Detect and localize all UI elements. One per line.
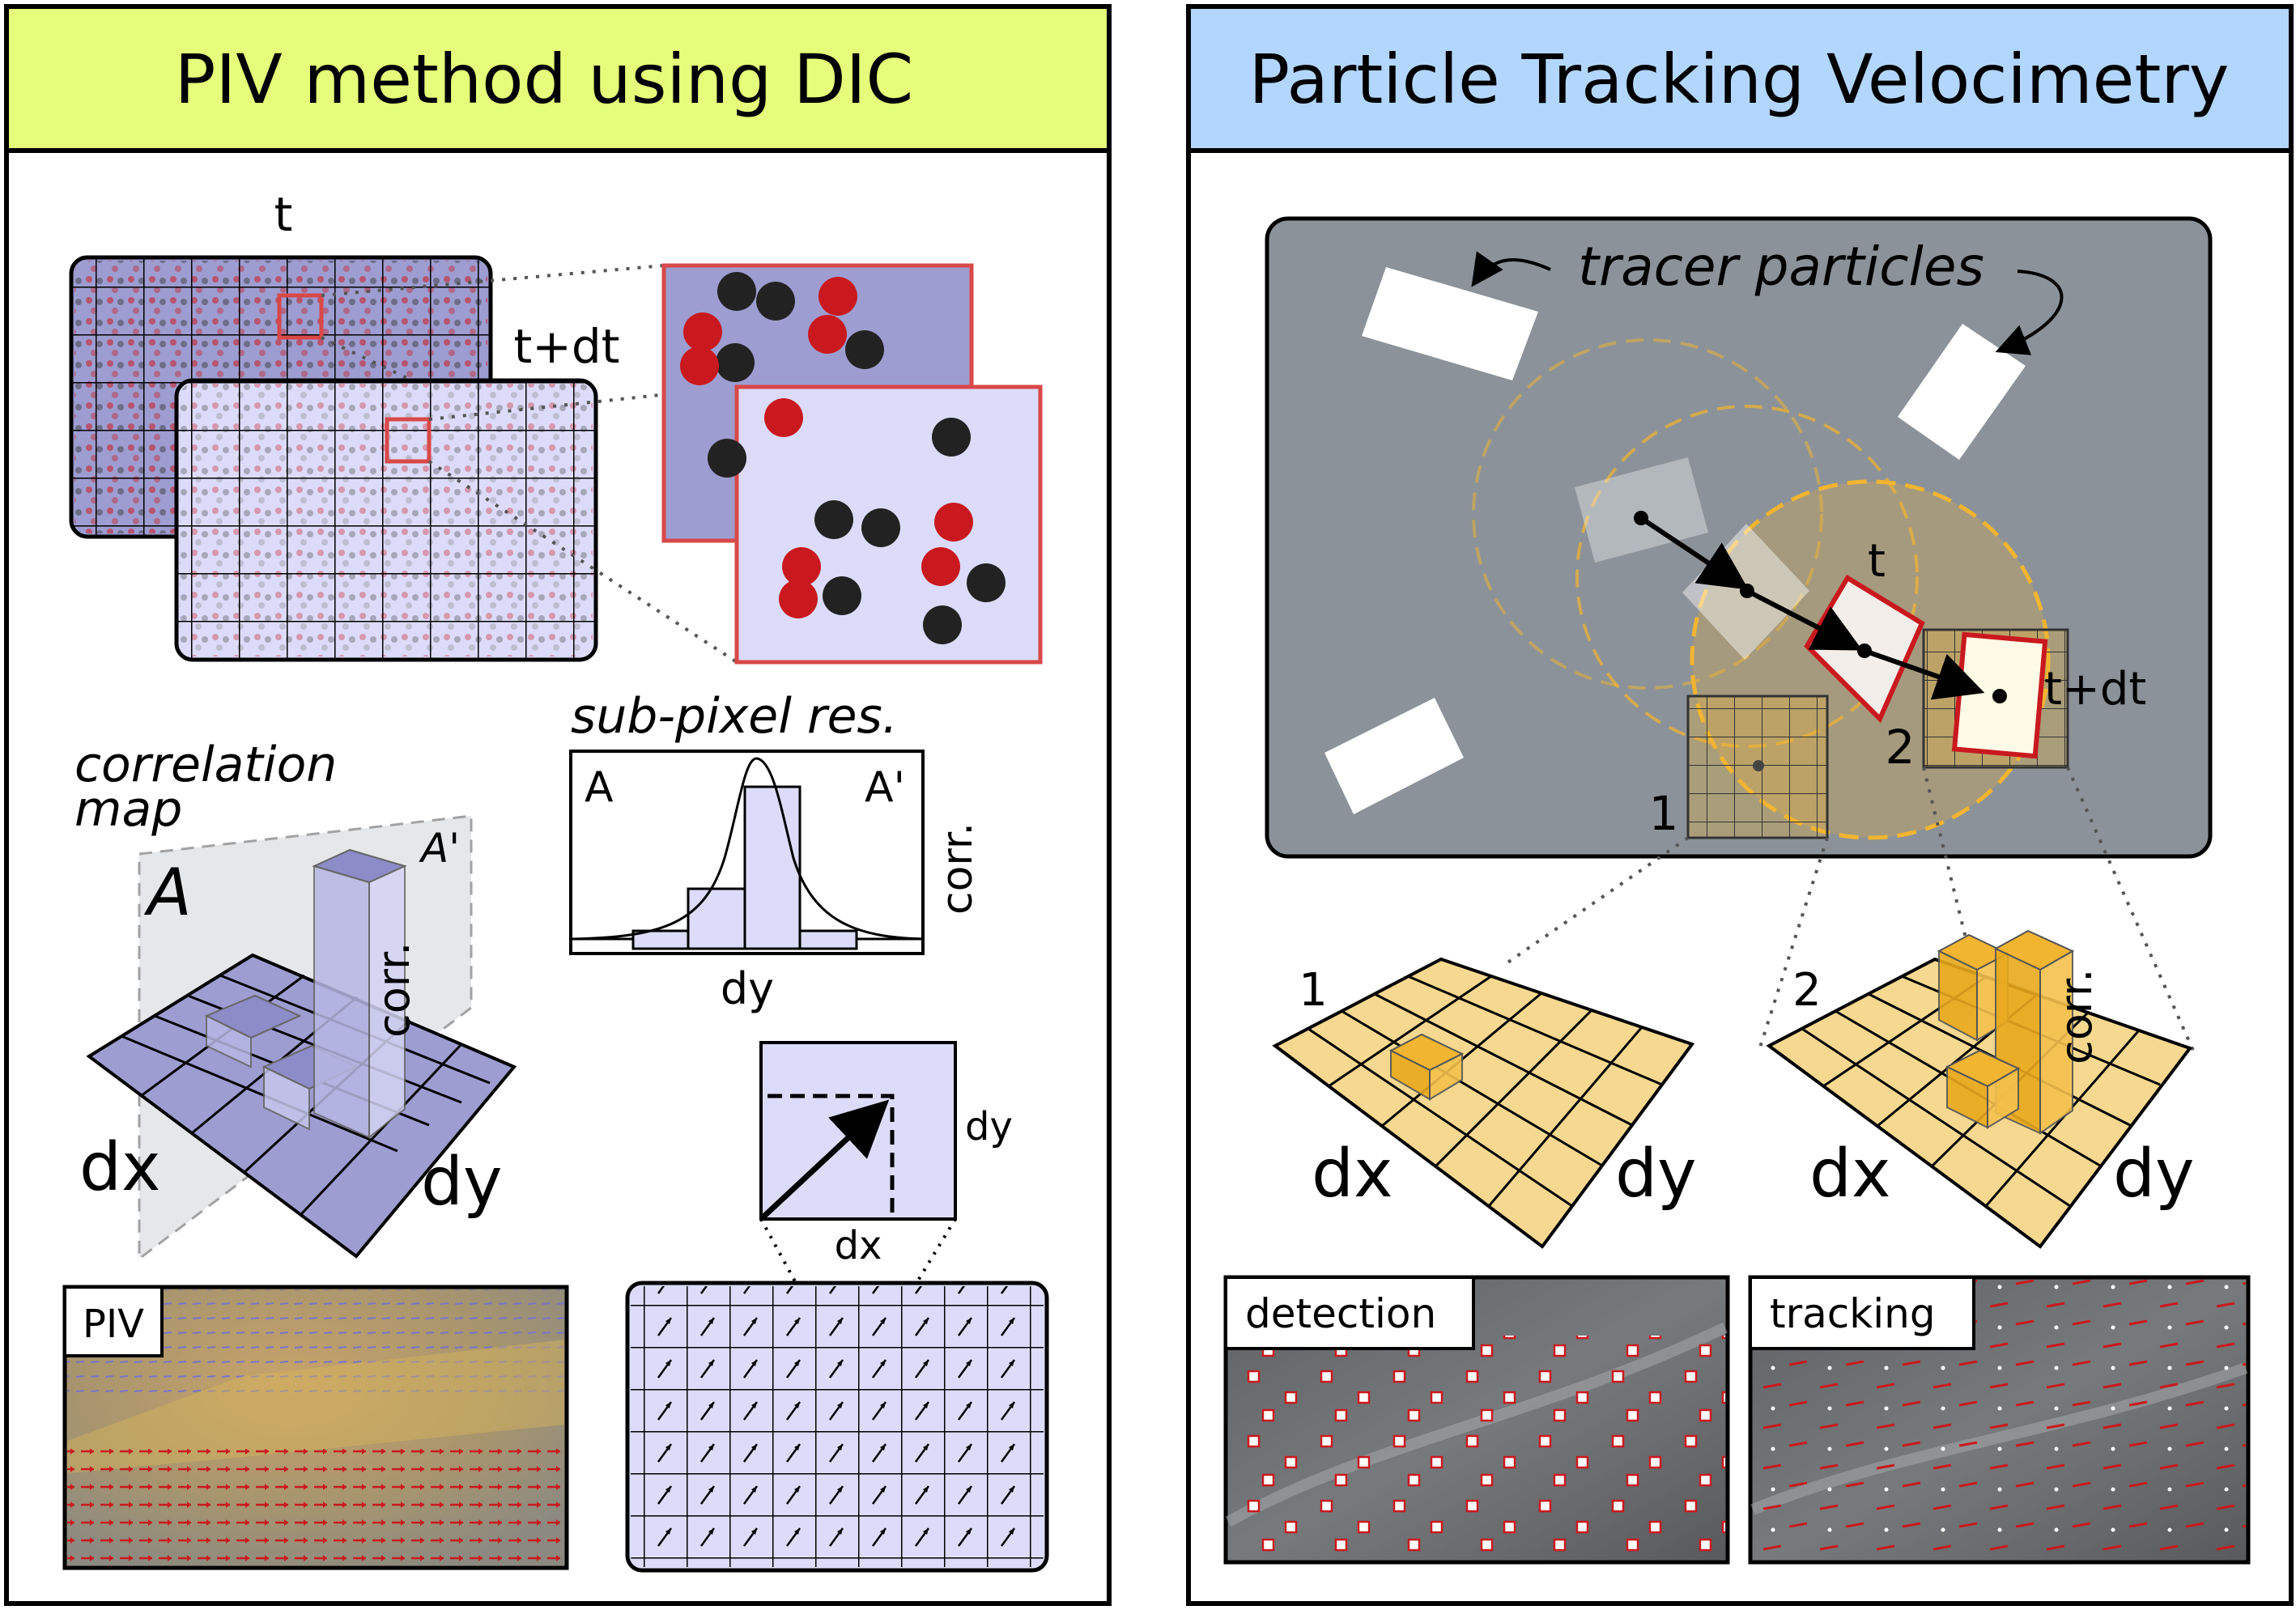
ptv-panel: Particle Tracking Velocimetry	[1186, 4, 2294, 1606]
map-label-A: A	[143, 855, 192, 930]
frame-t-window	[277, 293, 324, 340]
zoom-connectors	[321, 264, 738, 664]
vector-connector-left	[759, 1218, 821, 1327]
piv-photo-label-box	[63, 1285, 164, 1357]
label-tdt: t+dt	[2044, 663, 2146, 716]
subpixel-title: sub-pixel res.	[571, 688, 898, 745]
map1-label-dy: dy	[1615, 1136, 1697, 1213]
detection-label-box	[1224, 1276, 1475, 1350]
vector-label-dx: dx	[835, 1223, 882, 1268]
subpixel-label-dy: dy	[721, 963, 774, 1014]
frame-t-label: t	[274, 187, 293, 242]
correlation-map-label-1: correlation	[74, 737, 337, 793]
tracking-label: tracking	[1770, 1290, 1936, 1337]
subpixel-bars	[631, 785, 858, 950]
tracking-label-box	[1749, 1276, 1975, 1350]
map-label-corr: corr.	[368, 942, 419, 1038]
vector-field-grid	[631, 1286, 1044, 1567]
map2-label-dy: dy	[2113, 1136, 2195, 1213]
label-1: 1	[1649, 786, 1679, 841]
detection-photo-particles	[1228, 1336, 1725, 1560]
label-t: t	[1868, 535, 1886, 588]
subpixel-label-Aprime: A'	[865, 763, 905, 812]
subpixel-fit-curve	[570, 757, 924, 941]
ptv-panel-title: Particle Tracking Velocimetry	[1248, 40, 2229, 119]
displacement-arrow	[759, 1099, 890, 1221]
vector-connector-right	[889, 1217, 957, 1328]
search-circles	[1472, 338, 1919, 748]
tracer-particles	[1324, 267, 2026, 814]
frame-tdt-label: t+dt	[514, 319, 620, 374]
ptv-panel-header	[1186, 4, 2294, 153]
piv-photo-band	[67, 1340, 564, 1473]
map1-label-dx: dx	[1312, 1136, 1393, 1213]
map-label-Aprime: A'	[419, 825, 460, 872]
map2-label-corr: corr.	[2051, 969, 2102, 1064]
subpixel-label-corr: corr.	[933, 822, 982, 915]
piv-photo-vectors-bottom	[67, 1449, 564, 1565]
map1-label: 1	[1299, 964, 1328, 1017]
ptv-map1-bar	[1388, 1033, 1465, 1101]
ghost-particle-1	[1575, 457, 1708, 563]
piv-panel: PIV method using DIC t t+dt	[4, 4, 1112, 1606]
zoom-window-t-hidden-particle	[708, 439, 746, 478]
map2-label-dx: dx	[1809, 1136, 1891, 1213]
window-1-center	[1753, 760, 1764, 771]
map-label-dx: dx	[79, 1129, 161, 1206]
label-2: 2	[1886, 720, 1915, 775]
ptv-map1-grid	[1307, 975, 1663, 1208]
trajectory	[1634, 511, 2007, 703]
vector-dy-guide	[767, 1094, 895, 1219]
tracer-label: tracer particles	[1578, 236, 1984, 298]
map2-label: 2	[1792, 964, 1822, 1017]
zoom-window-tdt-particles	[764, 398, 1006, 644]
tracer-arrow-left	[1471, 251, 1551, 287]
correlation-bars	[204, 848, 407, 1140]
frame-tdt-grid	[176, 380, 596, 660]
piv-panel-header	[4, 4, 1112, 153]
subpixel-label-A: A	[585, 763, 614, 812]
ptv-map1-floor	[1272, 957, 1695, 1249]
correlation-map-label-2: map	[74, 781, 182, 838]
piv-photo-label: PIV	[83, 1302, 144, 1347]
tracer-arrow-right	[1995, 270, 2064, 355]
frame-tdt-window	[385, 417, 432, 464]
map-label-dy: dy	[421, 1144, 503, 1221]
ptv-map2-bars	[1937, 929, 2075, 1135]
detection-label: detection	[1245, 1290, 1436, 1337]
piv-panel-title: PIV method using DIC	[175, 40, 913, 119]
vector-label-dy: dy	[965, 1104, 1013, 1149]
zoom-window-t-particles	[680, 272, 884, 385]
